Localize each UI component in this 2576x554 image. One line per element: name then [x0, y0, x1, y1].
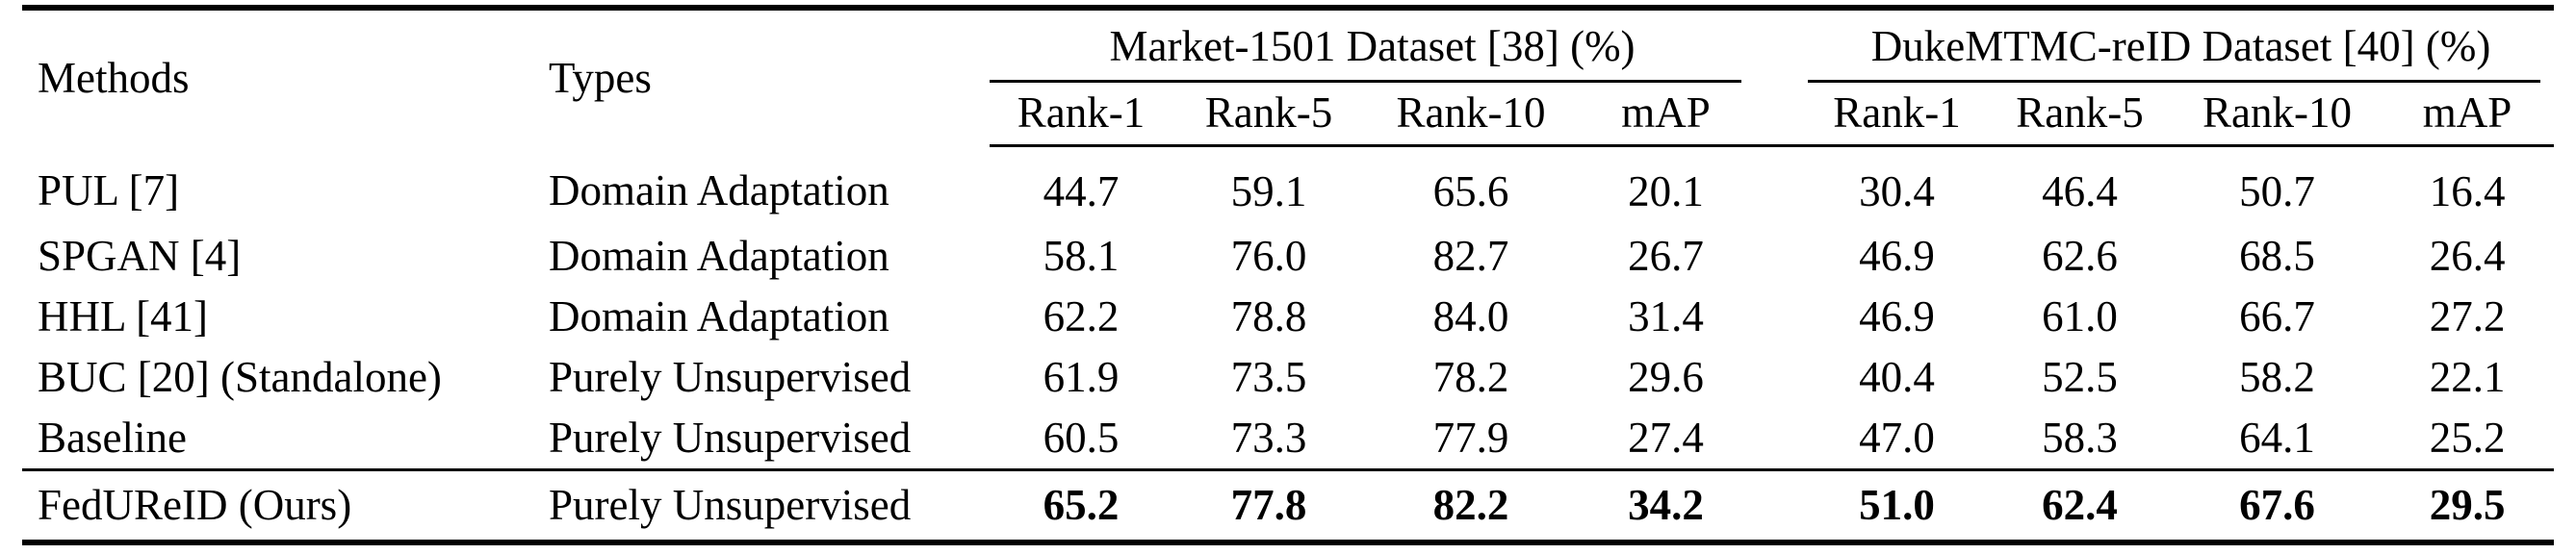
- type-cell: Purely Unsupervised: [542, 467, 990, 542]
- duke-rank10-cell: 66.7: [2239, 291, 2315, 340]
- col-header-market-map: mAP: [1577, 83, 1756, 147]
- market-rank1-cell: 44.7: [1043, 167, 1120, 215]
- group-gap-cell: [1755, 467, 1809, 542]
- col-header-market-rank1: Rank-1: [990, 83, 1172, 147]
- duke-rank5-cell: 62.4: [1986, 467, 2175, 542]
- duke-rank5-cell: 58.3: [2042, 413, 2118, 462]
- market-rank10-cell: 82.7: [1432, 231, 1509, 280]
- duke-rank1-cell: 30.4: [1859, 167, 1935, 215]
- type-cell: Domain Adaptation: [549, 231, 889, 280]
- group-gap-cell: [1755, 226, 1808, 287]
- type-cell: Domain Adaptation: [549, 291, 889, 340]
- market-map-cell: 27.4: [1628, 413, 1704, 462]
- market-map-cell: 34.2: [1577, 467, 1756, 542]
- market-rank10-cell: 82.2: [1365, 467, 1577, 542]
- market-map-cell: 20.1: [1628, 167, 1704, 215]
- market-rank1-cell: 65.2: [990, 467, 1172, 542]
- header-subcolumn-row: Rank-1 Rank-5 Rank-10 mAP Rank-1 Rank-5 …: [22, 83, 2555, 147]
- group-header-market1501: Market-1501 Dataset [38] (%): [990, 8, 1756, 83]
- method-cell: BUC [20] (Standalone): [38, 352, 442, 401]
- duke-rank5-cell: 62.6: [2042, 231, 2118, 280]
- table-row: Baseline Purely Unsupervised 60.5 73.3 7…: [22, 408, 2554, 470]
- table-row: SPGAN [4] Domain Adaptation 58.1 76.0 82…: [22, 226, 2554, 287]
- col-header-duke-rank1: Rank-1: [1808, 83, 1987, 147]
- duke-rank1-cell: 46.9: [1859, 291, 1935, 340]
- duke-rank1-cell: 46.9: [1859, 231, 1935, 280]
- market-rank5-cell: 73.5: [1230, 352, 1307, 401]
- table-row-ours-highlight: FedUReID (Ours) Purely Unsupervised 65.2…: [22, 467, 2555, 542]
- market-rank5-cell: 73.3: [1230, 413, 1307, 462]
- duke-rank10-cell: 68.5: [2239, 231, 2315, 280]
- market-rank1-cell: 61.9: [1043, 352, 1120, 401]
- market-map-cell: 29.6: [1628, 352, 1704, 401]
- table-row: PUL [7] Domain Adaptation 44.7 59.1 65.6…: [22, 145, 2554, 226]
- duke-rank5-cell: 52.5: [2042, 352, 2118, 401]
- results-table: Methods Types Market-1501 Dataset [38] (…: [22, 5, 2555, 545]
- col-header-duke-rank10: Rank-10: [2174, 83, 2382, 147]
- table-row: HHL [41] Domain Adaptation 62.2 78.8 84.…: [22, 287, 2554, 347]
- market-rank5-cell: 59.1: [1230, 167, 1307, 215]
- col-header-market-rank5: Rank-5: [1172, 83, 1365, 147]
- market-rank10-cell: 77.9: [1432, 413, 1509, 462]
- group-gap: [1755, 8, 1809, 147]
- market-rank1-cell: 62.2: [1043, 291, 1120, 340]
- duke-map-cell: 29.5: [2381, 467, 2555, 542]
- col-header-duke-rank5: Rank-5: [1986, 83, 2175, 147]
- duke-map-cell: 27.2: [2429, 291, 2506, 340]
- duke-rank5-cell: 46.4: [2042, 167, 2118, 215]
- market-rank5-cell: 78.8: [1230, 291, 1307, 340]
- duke-rank10-cell: 67.6: [2174, 467, 2382, 542]
- duke-rank10-cell: 64.1: [2239, 413, 2315, 462]
- col-header-types: Types: [549, 53, 652, 102]
- type-cell: Domain Adaptation: [549, 166, 889, 215]
- market-rank1-cell: 60.5: [1043, 413, 1120, 462]
- duke-rank1-cell: 40.4: [1859, 352, 1935, 401]
- duke-rank10-cell: 50.7: [2239, 167, 2315, 215]
- group-gap-cell: [1755, 287, 1808, 347]
- header-group-row: Methods Types Market-1501 Dataset [38] (…: [22, 8, 2555, 147]
- col-header-duke-map: mAP: [2381, 83, 2555, 147]
- method-cell: SPGAN [4]: [38, 231, 242, 280]
- group-gap-cell: [1755, 145, 1808, 226]
- duke-rank5-cell: 61.0: [2042, 291, 2118, 340]
- duke-rank10-cell: 58.2: [2239, 352, 2315, 401]
- market-map-cell: 26.7: [1628, 231, 1704, 280]
- market-rank10-cell: 65.6: [1432, 167, 1509, 215]
- duke-map-cell: 26.4: [2429, 231, 2506, 280]
- duke-map-cell: 22.1: [2429, 352, 2506, 401]
- duke-rank1-cell: 47.0: [1859, 413, 1935, 462]
- duke-map-cell: 16.4: [2429, 167, 2506, 215]
- market-map-cell: 31.4: [1628, 291, 1704, 340]
- table-row: BUC [20] (Standalone) Purely Unsupervise…: [22, 347, 2554, 408]
- group-header-dukemtmc: DukeMTMC-reID Dataset [40] (%): [1808, 8, 2555, 83]
- method-cell: PUL [7]: [38, 166, 180, 215]
- duke-map-cell: 25.2: [2429, 413, 2506, 462]
- type-cell: Purely Unsupervised: [549, 413, 912, 462]
- market-rank10-cell: 78.2: [1432, 352, 1509, 401]
- type-cell: Purely Unsupervised: [549, 352, 912, 401]
- group-gap-cell: [1755, 347, 1808, 408]
- duke-rank1-cell: 51.0: [1808, 467, 1987, 542]
- market-rank1-cell: 58.1: [1043, 231, 1120, 280]
- market-rank5-cell: 77.8: [1172, 467, 1365, 542]
- group-gap-cell: [1755, 408, 1808, 470]
- method-cell: HHL [41]: [38, 291, 209, 340]
- col-header-methods: Methods: [38, 53, 190, 102]
- col-header-market-rank10: Rank-10: [1365, 83, 1577, 147]
- method-cell: FedUReID (Ours): [22, 467, 542, 542]
- market-rank10-cell: 84.0: [1432, 291, 1509, 340]
- method-cell: Baseline: [38, 413, 187, 462]
- market-rank5-cell: 76.0: [1230, 231, 1307, 280]
